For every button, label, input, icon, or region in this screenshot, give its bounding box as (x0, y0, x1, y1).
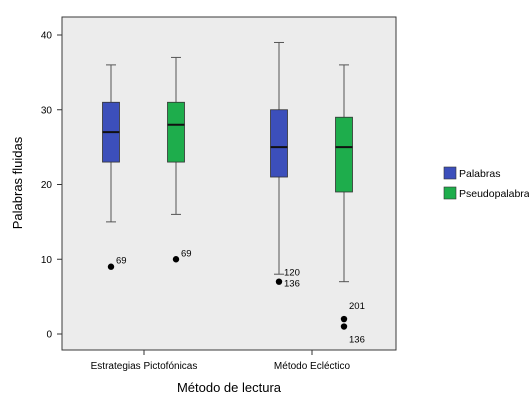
box-rect (335, 116, 353, 193)
outlier-point (275, 278, 283, 285)
y-tick-label: 20 (41, 180, 53, 191)
y-tick-label: 10 (41, 255, 53, 266)
legend: Palabras Pseudopalabras (443, 166, 529, 200)
outlier-label: 136 (349, 335, 365, 346)
legend-label: Palabras (459, 168, 500, 180)
outlier-point (340, 323, 348, 330)
legend-swatch (443, 186, 457, 200)
x-axis: Estrategias Pictofónicas Método Ecléctico (91, 350, 351, 372)
y-tick-label: 40 (41, 31, 53, 42)
outlier-label: 120 (284, 268, 300, 279)
box-pseudopalabras-1: 69 (167, 56, 192, 263)
outlier-label: 201 (349, 301, 365, 312)
outlier-point (340, 315, 348, 323)
y-axis-title: Palabras fluidas (10, 136, 25, 229)
outlier-label: 69 (181, 248, 192, 259)
legend-swatch (443, 166, 457, 180)
legend-label: Pseudopalabras (459, 188, 529, 200)
y-tick-label: 30 (41, 105, 53, 116)
box-palabras-1: 69 (102, 64, 127, 270)
x-tick-label: Estrategias Pictofónicas (91, 361, 198, 372)
box-rect (167, 101, 185, 163)
x-axis-title: Método de lectura (177, 380, 282, 395)
box-pseudopalabras-2: 201 136 (335, 64, 365, 346)
outlier-label: 136 (284, 279, 300, 290)
x-tick-label: Método Ecléctico (274, 361, 351, 372)
outlier-label: 69 (116, 256, 127, 267)
box-rect (270, 109, 288, 178)
outlier-point (107, 263, 115, 270)
y-tick-label: 0 (46, 330, 52, 341)
y-axis: 0 10 20 30 40 (41, 31, 62, 341)
outlier-point (172, 256, 180, 263)
